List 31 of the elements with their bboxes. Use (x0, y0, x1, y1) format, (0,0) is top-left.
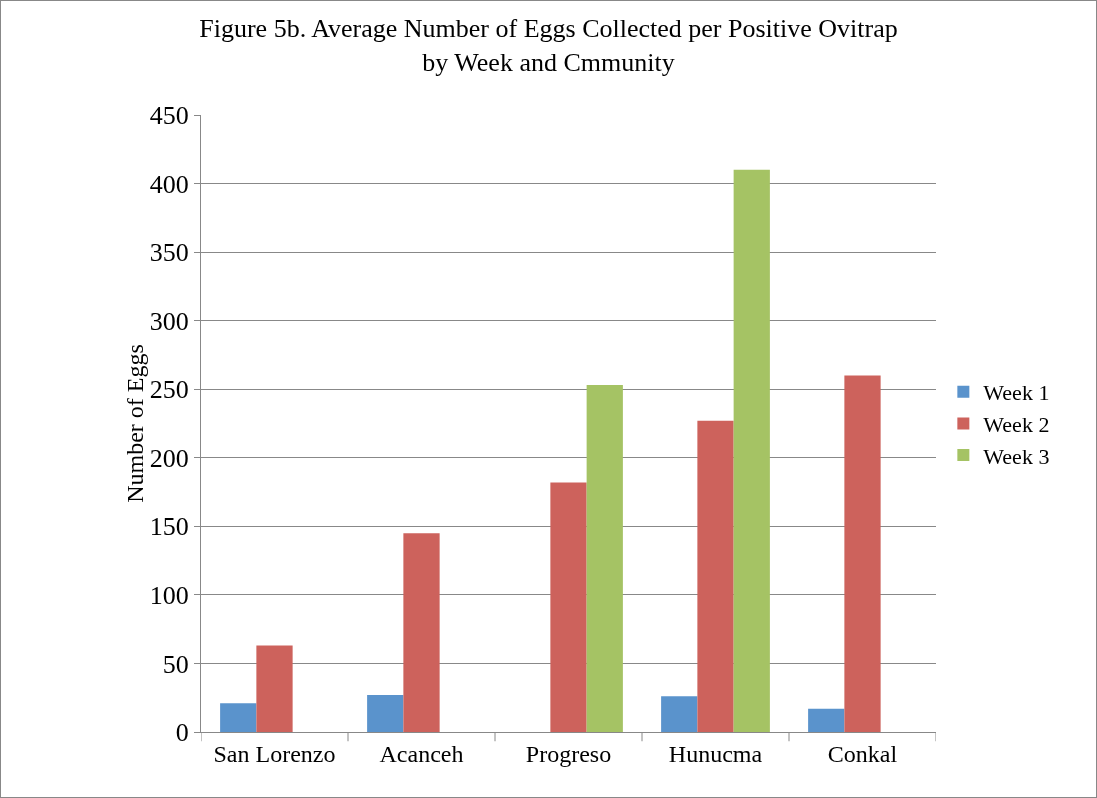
y-tick-label: 200 (149, 443, 189, 473)
chart-title: Figure 5b. Average Number of Eggs Collected per Positive Ovitrap by Week and Cmmunity (199, 13, 898, 77)
bar (220, 703, 257, 732)
bar (256, 645, 293, 732)
y-tick-label: 300 (149, 306, 189, 336)
y-axis-title: Number of Eggs (121, 344, 148, 503)
bar (403, 533, 440, 732)
y-tick-label: 150 (149, 512, 189, 542)
x-tick-label: Hunucma (668, 740, 763, 767)
bar (733, 169, 770, 732)
bar (367, 694, 404, 732)
x-tick-label: San Lorenzo (213, 740, 336, 767)
x-tick-label: Conkal (827, 740, 898, 767)
y-tick-label: 250 (149, 375, 189, 405)
y-tick-label: 100 (149, 580, 189, 610)
y-tick-label: 450 (149, 101, 189, 131)
y-tick-label: 400 (149, 169, 189, 199)
legend-label: Week 2 (983, 411, 1050, 437)
bar (808, 708, 845, 732)
x-tick-label: Progreso (525, 740, 612, 767)
bar (550, 482, 587, 732)
bar (697, 420, 734, 732)
bar (586, 385, 623, 732)
bar (844, 375, 881, 732)
y-tick-label: 350 (149, 238, 189, 268)
legend-label: Week 1 (983, 380, 1050, 406)
y-tick-label: 50 (162, 649, 189, 679)
bar (661, 696, 698, 732)
x-tick-label: Acanceh (379, 740, 464, 767)
y-tick-label: 0 (175, 718, 189, 748)
legend-label: Week 3 (983, 443, 1050, 469)
